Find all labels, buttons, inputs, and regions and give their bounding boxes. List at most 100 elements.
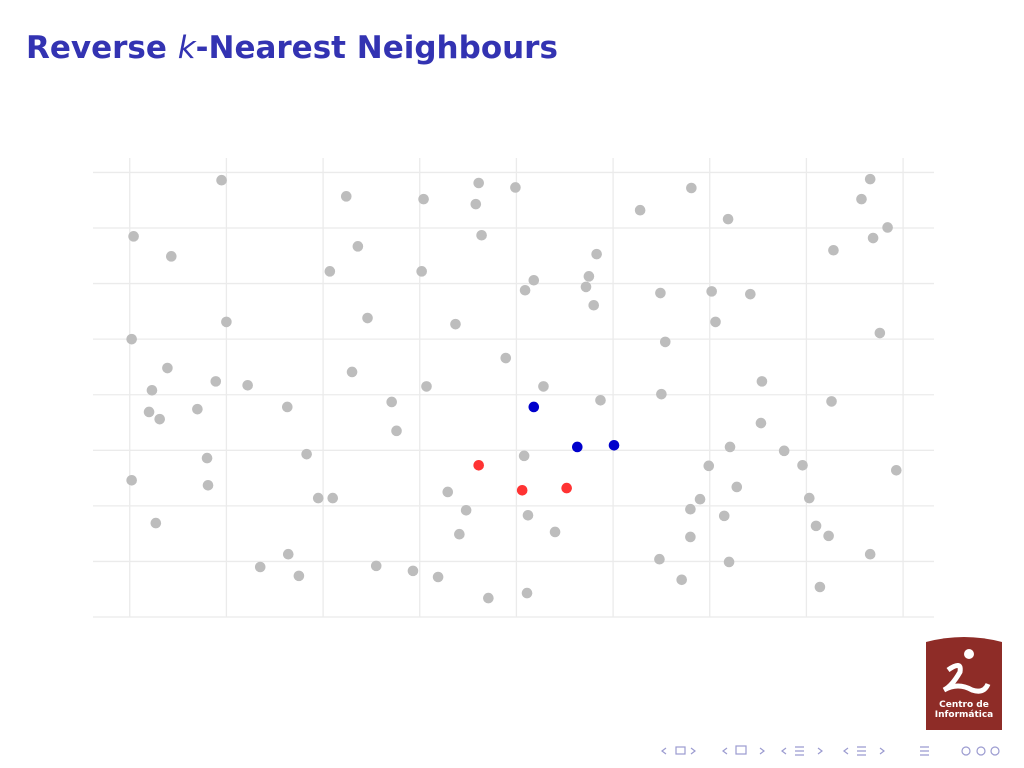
nav-forward[interactable] (990, 746, 1000, 756)
nav-slide[interactable] (857, 746, 866, 756)
point (391, 425, 402, 437)
point (561, 482, 572, 494)
point (654, 553, 665, 565)
nav-search[interactable] (961, 746, 971, 756)
point (126, 475, 137, 486)
point (864, 548, 876, 560)
point (810, 520, 822, 532)
nav-arrow[interactable] (817, 747, 823, 755)
point (828, 244, 839, 256)
nav-arrow[interactable] (722, 747, 728, 755)
nav-arrow[interactable] (661, 747, 667, 755)
point (154, 413, 165, 425)
logo-mark (942, 663, 991, 694)
point (538, 381, 549, 392)
point (473, 459, 485, 471)
point (312, 492, 324, 504)
point (710, 316, 721, 328)
point (407, 565, 419, 577)
point (346, 366, 358, 378)
point (804, 492, 815, 504)
point (595, 394, 606, 406)
point (483, 592, 494, 604)
point (522, 510, 534, 521)
point (778, 445, 790, 457)
point (242, 379, 253, 391)
navigation-symbols[interactable] (661, 745, 1000, 756)
point (686, 182, 697, 194)
point (745, 288, 756, 300)
point (126, 333, 137, 345)
logo-text: Informática (935, 710, 994, 720)
nav-frame[interactable] (675, 746, 686, 755)
point (528, 274, 540, 286)
point (418, 193, 429, 205)
point (202, 480, 214, 491)
nav-arrow[interactable] (843, 747, 849, 755)
point (476, 229, 487, 241)
point (882, 222, 893, 233)
point (210, 376, 222, 387)
point (162, 362, 173, 374)
point (580, 281, 592, 293)
nav-arrow[interactable] (690, 747, 696, 755)
point (470, 198, 482, 210)
point (856, 193, 867, 205)
point (814, 581, 826, 593)
point (500, 352, 512, 364)
point (301, 448, 312, 460)
point (201, 452, 213, 464)
point (659, 336, 671, 348)
point (591, 248, 602, 260)
nav-arrow[interactable] (879, 747, 885, 755)
nav-back[interactable] (976, 746, 986, 756)
point (731, 481, 743, 493)
point (516, 485, 528, 496)
point (327, 492, 339, 504)
point (192, 403, 203, 415)
point (755, 417, 767, 429)
point (143, 406, 155, 418)
point (797, 459, 808, 471)
nav-arrow[interactable] (781, 747, 787, 755)
point (685, 531, 696, 543)
point (216, 174, 227, 186)
point (874, 327, 886, 339)
point (634, 204, 646, 216)
point (583, 271, 595, 282)
point (454, 528, 465, 540)
point (221, 316, 232, 328)
point (293, 570, 305, 582)
logo-dot (964, 649, 974, 659)
point (518, 450, 530, 462)
logo-text: Centro de (939, 700, 989, 710)
point (519, 284, 531, 296)
point (608, 439, 620, 451)
nav-doc[interactable] (920, 746, 929, 756)
point (128, 231, 139, 242)
point (706, 286, 717, 297)
point (442, 486, 454, 498)
point (282, 548, 294, 560)
point (146, 384, 158, 396)
point (891, 464, 902, 476)
title-part: -Nearest Neighbours (196, 30, 558, 66)
point (416, 266, 427, 277)
nav-arrow[interactable] (759, 747, 765, 755)
title-part: k (178, 30, 197, 66)
point (685, 503, 696, 515)
point (723, 556, 735, 568)
nav-section[interactable] (735, 745, 747, 755)
point (826, 396, 837, 407)
point (867, 232, 879, 244)
logo-background (926, 637, 1002, 730)
point (324, 266, 336, 277)
point (150, 517, 162, 529)
nav-subsection[interactable] (795, 746, 804, 756)
point (282, 401, 293, 413)
title-part: Reverse (26, 30, 178, 66)
point (588, 299, 600, 311)
point (473, 177, 485, 189)
point (694, 493, 706, 505)
